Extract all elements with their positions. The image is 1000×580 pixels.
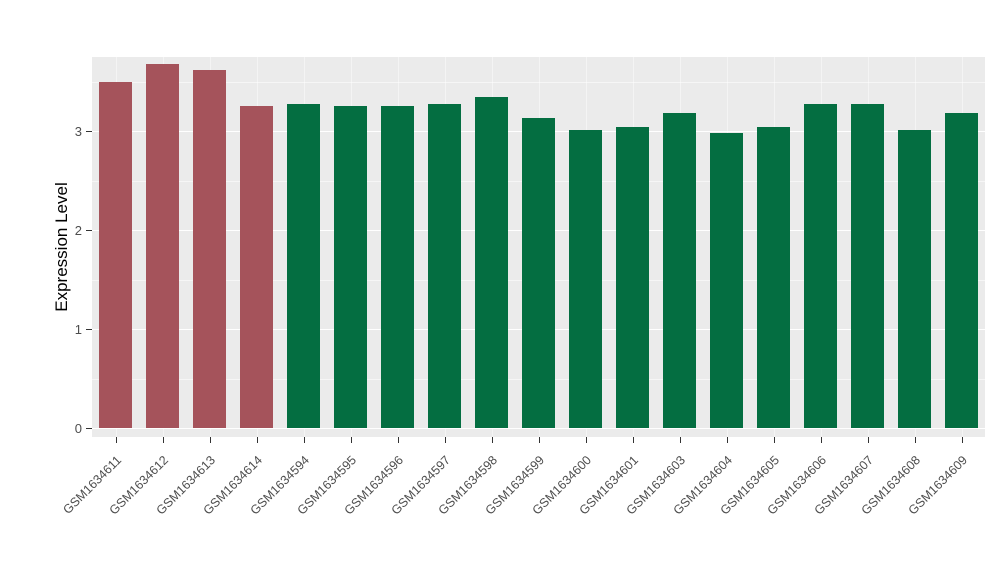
x-tick-mark [115, 437, 117, 443]
y-tick-mark [86, 230, 92, 231]
gridline-minor [92, 81, 985, 83]
x-tick-mark [914, 437, 916, 443]
x-tick-mark [820, 437, 822, 443]
bar [287, 104, 320, 428]
bar [146, 63, 179, 428]
bar [710, 132, 743, 428]
bar [757, 127, 790, 428]
x-tick-mark [444, 437, 446, 443]
bar [522, 118, 555, 428]
y-tick-label: 0 [74, 421, 82, 436]
x-tick-mark [867, 437, 869, 443]
bar [945, 113, 978, 428]
bar [663, 113, 696, 428]
gridline-major [92, 428, 985, 429]
x-tick-mark [256, 437, 258, 443]
y-tick-mark [86, 329, 92, 330]
x-tick-mark [679, 437, 681, 443]
bar [428, 104, 461, 428]
x-tick-mark [632, 437, 634, 443]
y-tick-label: 2 [74, 223, 82, 238]
x-tick-mark [773, 437, 775, 443]
bar [616, 127, 649, 428]
bar [193, 69, 226, 428]
y-tick-mark [86, 428, 92, 429]
x-tick-mark [303, 437, 305, 443]
bar [898, 130, 931, 428]
x-tick-mark [585, 437, 587, 443]
x-tick-mark [162, 437, 164, 443]
x-tick-mark [961, 437, 963, 443]
x-tick-mark [397, 437, 399, 443]
bar [381, 106, 414, 428]
bar [804, 104, 837, 428]
x-tick-mark [491, 437, 493, 443]
x-tick-mark [538, 437, 540, 443]
bar [334, 106, 367, 428]
bar [99, 81, 132, 428]
y-tick-label: 1 [74, 322, 82, 337]
x-tick-mark [350, 437, 352, 443]
bar [240, 106, 273, 428]
x-tick-mark [209, 437, 211, 443]
y-tick-mark [86, 131, 92, 132]
y-tick-label: 3 [74, 124, 82, 139]
y-axis-label: Expression Level [52, 182, 71, 312]
plot-panel [92, 57, 985, 437]
bar [569, 130, 602, 428]
bar [475, 97, 508, 428]
x-tick-mark [726, 437, 728, 443]
bar [851, 104, 884, 428]
